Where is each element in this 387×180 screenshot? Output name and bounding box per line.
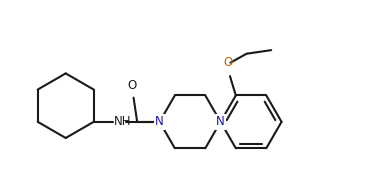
- Text: NH: NH: [114, 115, 131, 128]
- Text: O: O: [223, 56, 232, 69]
- Text: N: N: [216, 115, 225, 128]
- Text: N: N: [155, 115, 164, 128]
- Text: N: N: [155, 115, 164, 128]
- Text: O: O: [127, 79, 136, 92]
- Text: N: N: [216, 115, 225, 128]
